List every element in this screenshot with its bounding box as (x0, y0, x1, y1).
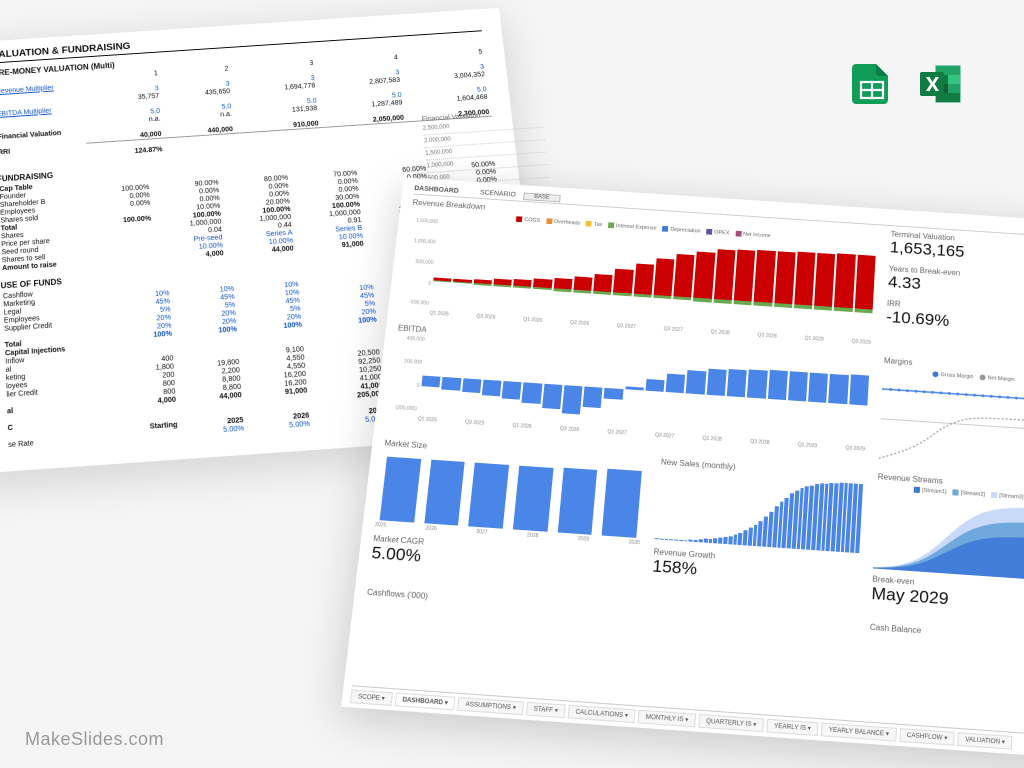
chart-ebitda: EBITDA 400,000200,0000(200,000) Q1 2025Q… (386, 324, 870, 461)
scenario-select[interactable]: BASE (523, 193, 561, 203)
tab-monthly-is[interactable]: MONTHLY IS ▾ (638, 710, 696, 728)
chart-margins: Margins Gross MarginNet Margin (879, 357, 1024, 475)
chart-market-size: Market Size 202520262027202820292030 Mar… (369, 439, 647, 597)
chart-revenue-streams: Revenue Streams [Stream1][Stream2][Strea… (871, 472, 1024, 625)
app-logos (848, 60, 964, 108)
tab-yearly-is[interactable]: YEARLY IS ▾ (766, 719, 818, 736)
tab-staff[interactable]: STAFF ▾ (526, 702, 566, 718)
watermark: MakeSlides.com (25, 729, 164, 750)
excel-icon (916, 60, 964, 108)
tab-yearly-balance[interactable]: YEARLY BALANCE ▾ (821, 723, 897, 742)
kpi-panel: Terminal Valuation 1,653,165 Years to Br… (885, 230, 1024, 359)
revenue-streams-svg (873, 493, 1024, 581)
tab-valuation[interactable]: VALUATION ▾ (958, 732, 1013, 750)
chart-new-sales: New Sales (monthly) Revenue Growth 158% (650, 457, 864, 611)
google-sheets-icon (848, 60, 896, 108)
sheet-tabs[interactable]: SCOPE ▾DASHBOARD ▾ASSUMPTIONS ▾STAFF ▾CA… (350, 685, 1024, 753)
margins-svg (879, 377, 1024, 472)
financial-valuation-chart: Financial Valuation 2,500,0002,000,0001,… (421, 109, 549, 186)
tab-quarterly-is[interactable]: QUARTERLY IS ▾ (698, 714, 764, 732)
tab-calculations[interactable]: CALCULATIONS ▾ (568, 705, 636, 723)
tab-scope[interactable]: SCOPE ▾ (350, 689, 393, 706)
tab-dashboard[interactable]: DASHBOARD ▾ (394, 693, 455, 711)
tab-cashflow[interactable]: CASHFLOW ▾ (899, 728, 955, 746)
chart-cash-balance: Cash Balance (869, 623, 1024, 648)
tab-assumptions[interactable]: ASSUMPTIONS ▾ (458, 697, 524, 715)
spreadsheet-dashboard: DASHBOARD SCENARIO BASE Revenue Breakdow… (341, 177, 1024, 758)
